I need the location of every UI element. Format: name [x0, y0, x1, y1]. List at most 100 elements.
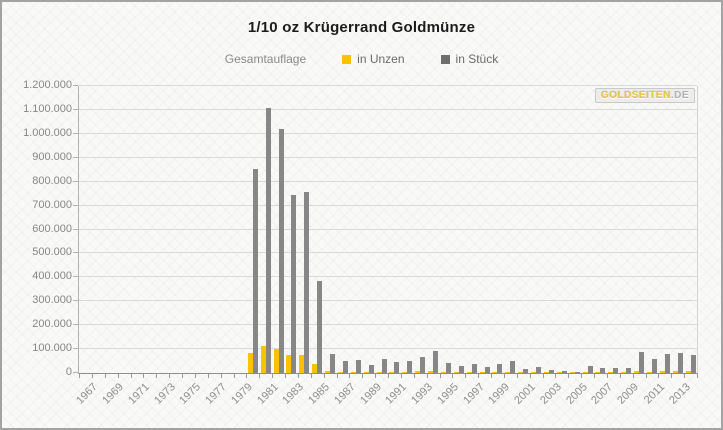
bar-in-stueck-1983	[291, 194, 297, 373]
bar-in-stueck-2007	[600, 367, 606, 373]
bar-in-unzen-2008	[608, 371, 614, 373]
bar-in-stueck-1999	[497, 363, 503, 373]
bar-in-unzen-1980	[247, 352, 253, 373]
x-axis-tick	[104, 374, 106, 378]
y-axis-label: 500.000	[32, 246, 72, 259]
x-axis-label-1987: 1987	[332, 381, 358, 407]
x-axis-tick	[194, 374, 196, 378]
x-axis-label-1969: 1969	[100, 381, 127, 407]
bar-in-unzen-1991	[389, 371, 395, 373]
x-axis-label-2001: 2001	[512, 381, 539, 407]
y-axis-tick	[73, 252, 78, 254]
bar-in-unzen-2009	[621, 371, 627, 373]
y-axis-label: 600.000	[32, 222, 72, 235]
x-axis-tick	[169, 374, 171, 378]
bar-in-unzen-1989	[363, 371, 369, 373]
bar-in-stueck-1989	[368, 364, 374, 373]
bar-in-stueck-1982	[278, 129, 284, 373]
y-gridline	[79, 324, 697, 326]
bar-in-stueck-2011	[651, 358, 657, 373]
x-axis-tick	[632, 374, 634, 378]
y-axis-label: 700.000	[32, 198, 72, 211]
x-axis-label-1977: 1977	[203, 381, 230, 407]
x-axis-tick	[697, 374, 698, 378]
x-axis-tick	[516, 374, 518, 378]
bar-in-stueck-2003	[548, 369, 554, 373]
x-axis-label-1995: 1995	[435, 381, 461, 407]
x-axis-label-2013: 2013	[666, 381, 693, 407]
bar-in-unzen-2007	[595, 371, 601, 373]
bar-in-stueck-1990	[381, 359, 387, 373]
bar-in-stueck-1997	[471, 363, 477, 373]
x-axis-label-1985: 1985	[306, 381, 333, 407]
bar-in-unzen-1990	[376, 371, 382, 373]
x-axis-label-1993: 1993	[409, 381, 436, 407]
x-axis-tick	[465, 374, 467, 378]
y-axis-tick	[73, 372, 78, 373]
y-axis-tick	[73, 228, 78, 230]
x-axis-tick	[413, 374, 415, 378]
x-axis-tick	[220, 374, 222, 378]
y-axis-label: 800.000	[32, 174, 72, 187]
x-axis-tick	[362, 374, 364, 378]
x-axis-tick	[503, 374, 505, 378]
bar-in-stueck-2012	[664, 353, 670, 373]
bar-in-stueck-1985	[317, 280, 323, 373]
bar-in-stueck-2004	[561, 370, 567, 373]
x-axis-label-1973: 1973	[151, 381, 178, 407]
bar-in-unzen-1996	[453, 371, 459, 373]
y-gridline	[79, 300, 697, 302]
bar-in-unzen-1987	[337, 371, 343, 373]
y-axis-tick	[73, 324, 78, 326]
bar-in-unzen-1985	[312, 363, 318, 373]
y-gridline	[79, 132, 697, 134]
x-axis-tick	[478, 374, 480, 378]
y-gridline	[79, 348, 697, 350]
x-axis-tick	[310, 374, 312, 378]
bar-in-unzen-1984	[299, 354, 305, 373]
bar-in-unzen-2013	[672, 371, 678, 373]
x-axis-tick	[297, 374, 299, 378]
bar-in-stueck-1981	[265, 107, 271, 373]
x-axis-label-1975: 1975	[177, 381, 204, 407]
y-axis-tick	[73, 276, 78, 278]
watermark-text-gold: GOLDSEITEN	[600, 90, 671, 101]
x-axis-tick	[323, 374, 325, 378]
bar-in-stueck-2010	[639, 351, 645, 373]
bar-in-stueck-2000	[510, 361, 516, 373]
x-axis-tick	[555, 374, 557, 378]
x-axis-tick	[246, 374, 248, 378]
bar-in-unzen-1988	[350, 371, 356, 373]
y-axis-tick	[73, 204, 78, 206]
y-gridline	[79, 252, 697, 254]
x-axis-tick	[117, 374, 119, 378]
bar-in-stueck-2008	[613, 367, 619, 373]
x-axis-tick	[491, 374, 492, 378]
x-axis-tick	[156, 374, 158, 378]
y-gridline	[79, 276, 697, 278]
bar-in-stueck-2009	[626, 368, 632, 373]
x-axis-label-2005: 2005	[563, 381, 590, 407]
bar-in-stueck-1986	[330, 354, 336, 373]
x-axis-tick	[375, 374, 377, 378]
x-axis-tick	[594, 374, 595, 378]
bar-in-unzen-1994	[428, 370, 434, 373]
y-axis-tick	[73, 180, 78, 182]
y-axis-tick	[73, 300, 78, 302]
x-axis-tick	[542, 374, 544, 378]
bar-in-unzen-2002	[531, 371, 537, 373]
bar-in-stueck-2002	[536, 366, 542, 373]
watermark-text-de: .DE	[670, 90, 689, 101]
x-axis-label-2009: 2009	[615, 381, 642, 407]
bar-in-stueck-1991	[394, 362, 400, 373]
y-axis-tick	[73, 132, 78, 134]
x-axis-tick	[658, 374, 660, 378]
x-axis-label-1967: 1967	[74, 381, 101, 407]
x-axis-tick	[336, 374, 338, 378]
bar-in-stueck-1994	[433, 351, 439, 373]
bar-in-stueck-1993	[420, 356, 426, 373]
x-axis-tick	[349, 374, 351, 378]
bar-in-unzen-1981	[260, 346, 266, 373]
bar-in-unzen-2005	[569, 371, 575, 373]
